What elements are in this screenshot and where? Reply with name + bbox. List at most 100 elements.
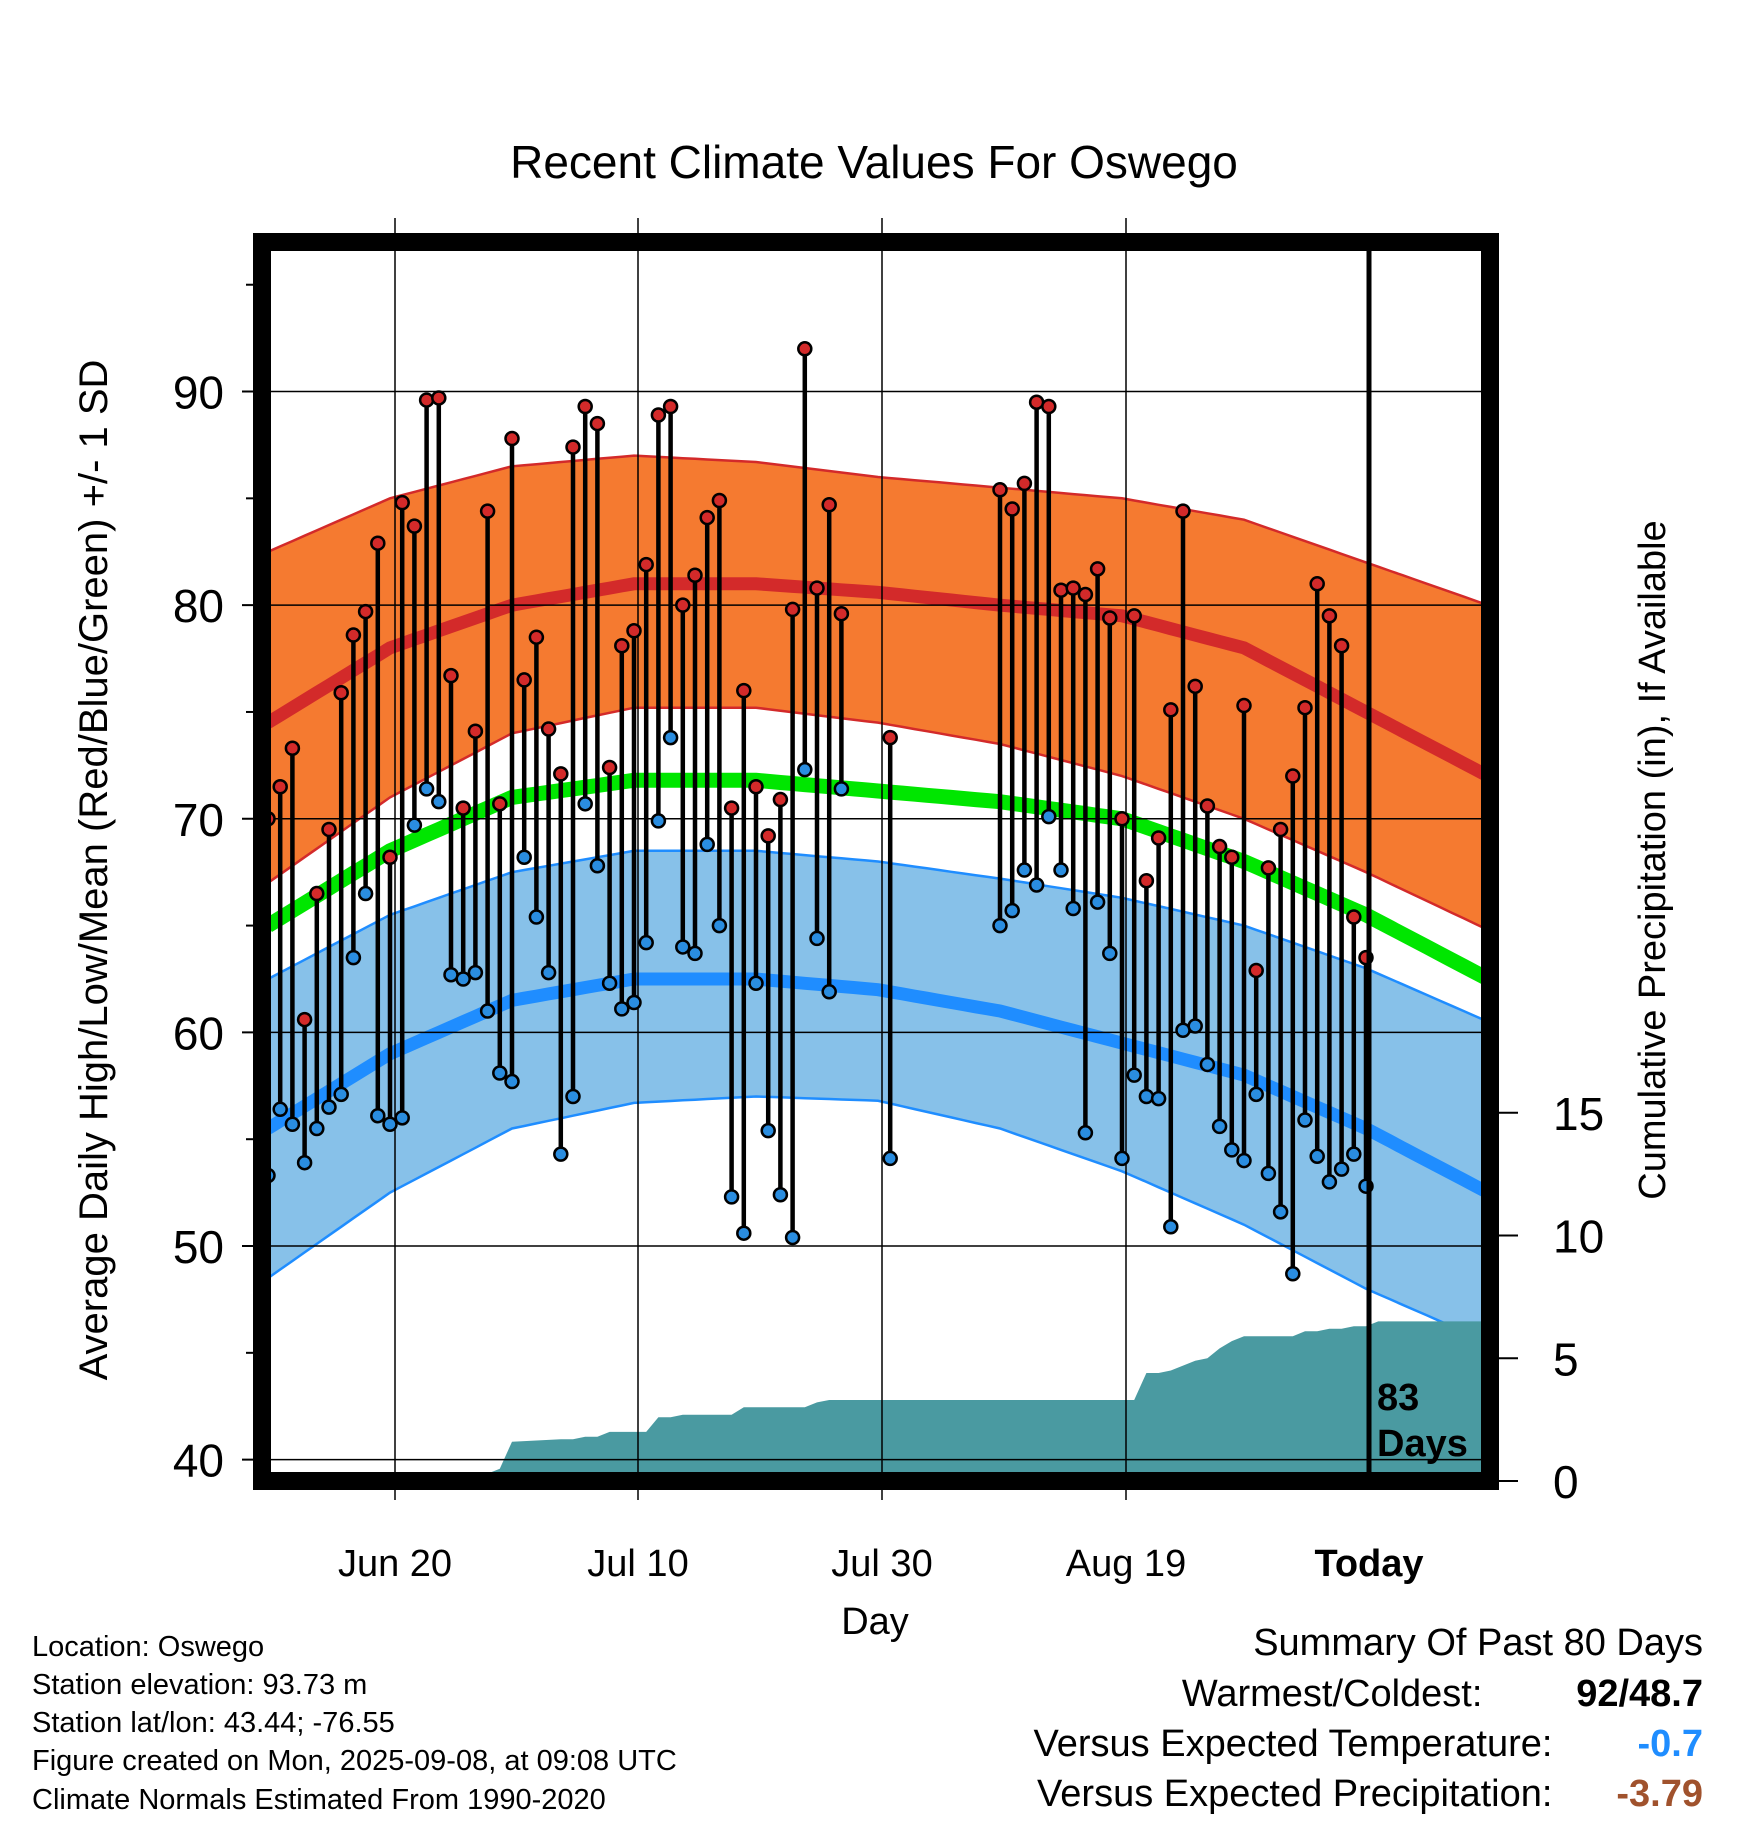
summary-temp-value: -0.7 bbox=[1637, 1723, 1703, 1765]
low-point-day-7 bbox=[345, 949, 362, 966]
high-point-day-7 bbox=[345, 627, 362, 643]
high-point-day-12 bbox=[406, 518, 423, 534]
high-point-day-68 bbox=[1089, 561, 1106, 577]
low-normal-line bbox=[264, 972, 1492, 1199]
plot-border bbox=[253, 233, 1499, 1490]
y2tick-label-0: 0 bbox=[1553, 1456, 1579, 1508]
low-point-day-69 bbox=[1102, 945, 1118, 962]
high-point-day-10 bbox=[382, 849, 398, 865]
low-point-day-2 bbox=[284, 1116, 301, 1133]
low-point-day-17 bbox=[467, 964, 484, 981]
high-point-day-40 bbox=[748, 778, 764, 795]
low-point-day-25 bbox=[565, 1088, 581, 1105]
high-point-day-70 bbox=[1114, 811, 1130, 827]
low-point-day-74 bbox=[1163, 1219, 1179, 1235]
high-point-day-81 bbox=[1248, 962, 1264, 979]
daily-points bbox=[260, 341, 1374, 1282]
high-point-day-45 bbox=[809, 580, 825, 596]
high-point-day-42 bbox=[772, 791, 789, 808]
summary-warmest: Warmest/Coldest: 92/48.7 bbox=[1182, 1673, 1703, 1716]
high-point-day-79 bbox=[1224, 849, 1240, 865]
high-point-day-2 bbox=[284, 740, 301, 757]
low-point-day-10 bbox=[382, 1116, 398, 1133]
high-point-day-30 bbox=[626, 623, 642, 639]
footer-elevation: Station elevation: 93.73 m bbox=[32, 1669, 368, 1701]
high-point-day-17 bbox=[467, 723, 484, 739]
low-point-day-62 bbox=[1016, 862, 1033, 878]
x-axis-label: Day bbox=[841, 1601, 909, 1643]
high-point-day-6 bbox=[333, 684, 349, 701]
summary-warmest-value: 92 bbox=[1576, 1673, 1619, 1715]
high-point-day-76 bbox=[1187, 678, 1203, 695]
high-point-day-34 bbox=[675, 597, 691, 613]
high-point-day-28 bbox=[601, 759, 618, 776]
high-point-day-47 bbox=[833, 605, 850, 622]
low-point-day-80 bbox=[1236, 1152, 1252, 1169]
high-point-day-36 bbox=[699, 509, 715, 526]
high-point-day-80 bbox=[1236, 697, 1252, 714]
low-point-day-85 bbox=[1297, 1112, 1313, 1128]
low-point-day-14 bbox=[431, 793, 447, 810]
high-point-day-4 bbox=[309, 885, 325, 902]
low-point-day-16 bbox=[455, 971, 471, 987]
xtick-label-3: Aug 19 bbox=[1066, 1543, 1186, 1585]
low-point-day-41 bbox=[760, 1122, 776, 1139]
high-point-day-21 bbox=[516, 672, 532, 688]
low-point-day-12 bbox=[406, 817, 423, 833]
today-days-number: 83 bbox=[1377, 1377, 1419, 1419]
high-point-day-13 bbox=[418, 392, 435, 408]
xtick-label-4: Today bbox=[1314, 1543, 1423, 1585]
high-point-day-15 bbox=[443, 667, 459, 684]
high-point-day-26 bbox=[577, 398, 593, 415]
low-point-day-60 bbox=[992, 917, 1008, 934]
y-axis-label: Average Daily High/Low/Mean (Red/Blue/Gr… bbox=[72, 360, 116, 1381]
low-point-day-45 bbox=[809, 930, 825, 947]
high-point-day-16 bbox=[455, 800, 471, 816]
summary-precip: Versus Expected Precipitation: -3.79 bbox=[1037, 1773, 1703, 1816]
footer-created: Figure created on Mon, 2025-09-08, at 09… bbox=[32, 1745, 677, 1777]
high-point-day-44 bbox=[797, 341, 813, 357]
high-point-day-39 bbox=[736, 682, 752, 699]
low-point-day-84 bbox=[1285, 1266, 1301, 1282]
low-point-day-29 bbox=[614, 1001, 630, 1017]
low-point-day-88 bbox=[1333, 1161, 1350, 1177]
ytick-label-70: 70 bbox=[173, 794, 224, 846]
low-point-day-5 bbox=[321, 1099, 337, 1115]
low-point-day-73 bbox=[1150, 1090, 1167, 1107]
footer-normals: Climate Normals Estimated From 1990-2020 bbox=[32, 1784, 606, 1816]
low-point-day-1 bbox=[272, 1101, 288, 1118]
low-point-day-37 bbox=[711, 917, 728, 934]
high-point-day-20 bbox=[504, 430, 520, 447]
ytick-label-80: 80 bbox=[173, 580, 224, 632]
low-point-day-23 bbox=[540, 964, 557, 981]
summary-heading: Summary Of Past 80 Days bbox=[1253, 1622, 1703, 1664]
low-point-day-67 bbox=[1077, 1125, 1094, 1141]
high-point-day-9 bbox=[370, 535, 386, 551]
low-point-day-36 bbox=[699, 836, 715, 853]
high-upper-edge bbox=[267, 454, 1489, 607]
high-point-day-25 bbox=[565, 439, 581, 455]
high-point-day-86 bbox=[1309, 576, 1325, 592]
low-point-day-22 bbox=[528, 909, 545, 925]
high-point-day-71 bbox=[1126, 608, 1142, 624]
low-point-day-30 bbox=[626, 994, 642, 1011]
high-lower-edge bbox=[267, 706, 1489, 932]
low-point-day-72 bbox=[1138, 1088, 1155, 1105]
low-point-day-66 bbox=[1065, 900, 1081, 917]
low-point-day-9 bbox=[370, 1107, 386, 1124]
gridlines bbox=[262, 218, 1490, 1500]
summary-temp-label: Versus Expected Temperature: bbox=[1033, 1723, 1553, 1765]
low-point-day-82 bbox=[1260, 1165, 1277, 1182]
high-point-day-8 bbox=[357, 603, 374, 620]
low-point-day-28 bbox=[601, 975, 618, 992]
low-point-day-79 bbox=[1224, 1142, 1240, 1158]
low-point-day-13 bbox=[418, 781, 435, 797]
y2tick-label-5: 5 bbox=[1553, 1333, 1579, 1385]
low-point-day-51 bbox=[882, 1150, 898, 1167]
high-point-day-24 bbox=[553, 766, 569, 782]
low-point-day-46 bbox=[821, 984, 837, 1000]
high-point-day-32 bbox=[650, 407, 667, 423]
high-point-day-37 bbox=[711, 492, 728, 509]
